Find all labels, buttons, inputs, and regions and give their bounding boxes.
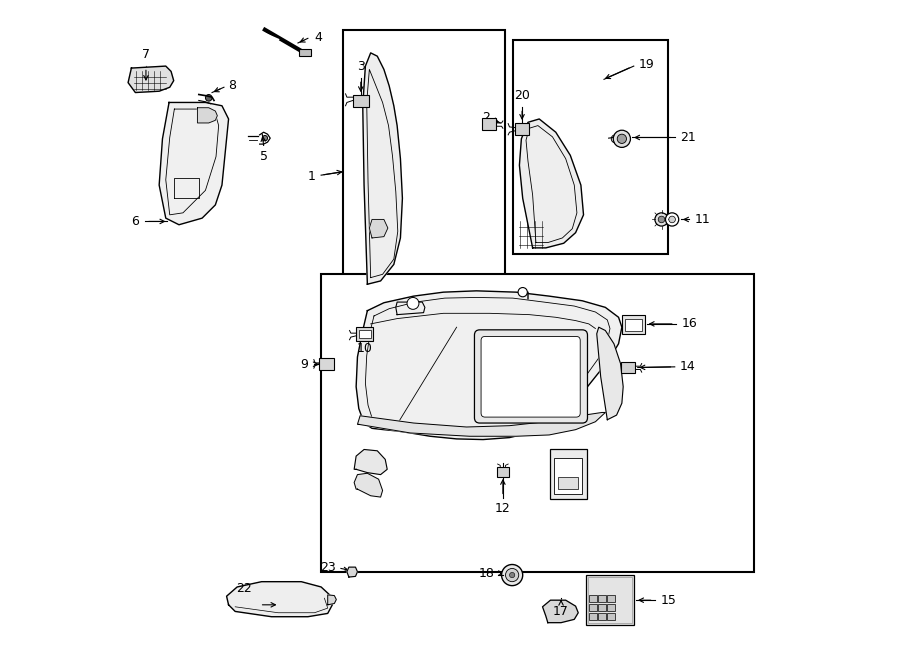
Bar xyxy=(551,449,587,499)
Text: 3: 3 xyxy=(356,59,365,73)
Circle shape xyxy=(501,564,523,586)
Circle shape xyxy=(613,130,631,147)
Circle shape xyxy=(407,297,418,309)
Text: 22: 22 xyxy=(236,582,252,595)
Bar xyxy=(590,613,598,620)
Text: 2: 2 xyxy=(482,111,490,124)
FancyBboxPatch shape xyxy=(482,336,580,417)
Polygon shape xyxy=(159,102,229,225)
Text: 8: 8 xyxy=(228,79,236,93)
Bar xyxy=(343,30,505,288)
Bar xyxy=(598,595,606,602)
Bar xyxy=(320,358,334,370)
Polygon shape xyxy=(357,412,606,436)
Polygon shape xyxy=(227,582,332,617)
Circle shape xyxy=(655,213,668,226)
Circle shape xyxy=(617,134,626,143)
Bar xyxy=(359,330,371,338)
Text: 6: 6 xyxy=(131,215,140,228)
Text: 21: 21 xyxy=(680,131,696,144)
Bar xyxy=(598,604,606,611)
Text: 23: 23 xyxy=(320,561,337,574)
Bar xyxy=(513,40,668,254)
Bar xyxy=(625,319,642,331)
Text: 1: 1 xyxy=(307,170,315,183)
Bar xyxy=(356,327,374,341)
Bar xyxy=(554,458,582,494)
Bar xyxy=(558,477,578,489)
Text: 16: 16 xyxy=(681,317,698,330)
Bar xyxy=(515,123,529,135)
Circle shape xyxy=(506,568,518,582)
Text: 9: 9 xyxy=(301,358,309,371)
Bar xyxy=(607,604,615,611)
Bar xyxy=(300,49,311,56)
Circle shape xyxy=(509,572,515,578)
Circle shape xyxy=(669,216,675,223)
Text: 14: 14 xyxy=(680,360,696,373)
Text: 12: 12 xyxy=(495,502,511,516)
Bar xyxy=(622,315,645,334)
Polygon shape xyxy=(369,219,388,238)
Circle shape xyxy=(518,288,527,297)
Polygon shape xyxy=(328,595,337,605)
Text: 13: 13 xyxy=(568,466,583,479)
Bar xyxy=(497,467,508,477)
Circle shape xyxy=(205,95,212,101)
Bar xyxy=(586,575,634,625)
Polygon shape xyxy=(356,291,622,440)
Bar xyxy=(607,595,615,602)
Polygon shape xyxy=(355,449,387,475)
Text: 4: 4 xyxy=(314,30,322,44)
Bar xyxy=(588,577,632,623)
Circle shape xyxy=(611,135,619,143)
Polygon shape xyxy=(197,108,217,123)
Circle shape xyxy=(658,216,665,223)
Bar xyxy=(590,604,598,611)
Polygon shape xyxy=(597,327,623,420)
Circle shape xyxy=(262,136,267,141)
Bar xyxy=(590,595,598,602)
Bar xyxy=(321,274,754,572)
Bar xyxy=(482,118,496,130)
Text: 5: 5 xyxy=(259,150,267,163)
Text: 15: 15 xyxy=(661,594,676,607)
Text: 7: 7 xyxy=(142,48,150,61)
Bar xyxy=(620,362,635,373)
Text: 20: 20 xyxy=(514,89,530,102)
Polygon shape xyxy=(519,119,583,248)
Polygon shape xyxy=(543,600,578,623)
Polygon shape xyxy=(363,53,402,284)
Polygon shape xyxy=(346,567,357,577)
Text: 11: 11 xyxy=(695,213,710,226)
Polygon shape xyxy=(128,66,174,93)
Bar xyxy=(598,613,606,620)
Circle shape xyxy=(665,213,679,226)
Text: 19: 19 xyxy=(639,58,655,71)
Bar xyxy=(607,613,615,620)
Text: 17: 17 xyxy=(554,605,569,618)
Text: 18: 18 xyxy=(479,566,494,580)
FancyBboxPatch shape xyxy=(474,330,588,423)
Bar xyxy=(353,95,369,107)
Polygon shape xyxy=(355,473,382,497)
Text: 10: 10 xyxy=(356,342,373,355)
